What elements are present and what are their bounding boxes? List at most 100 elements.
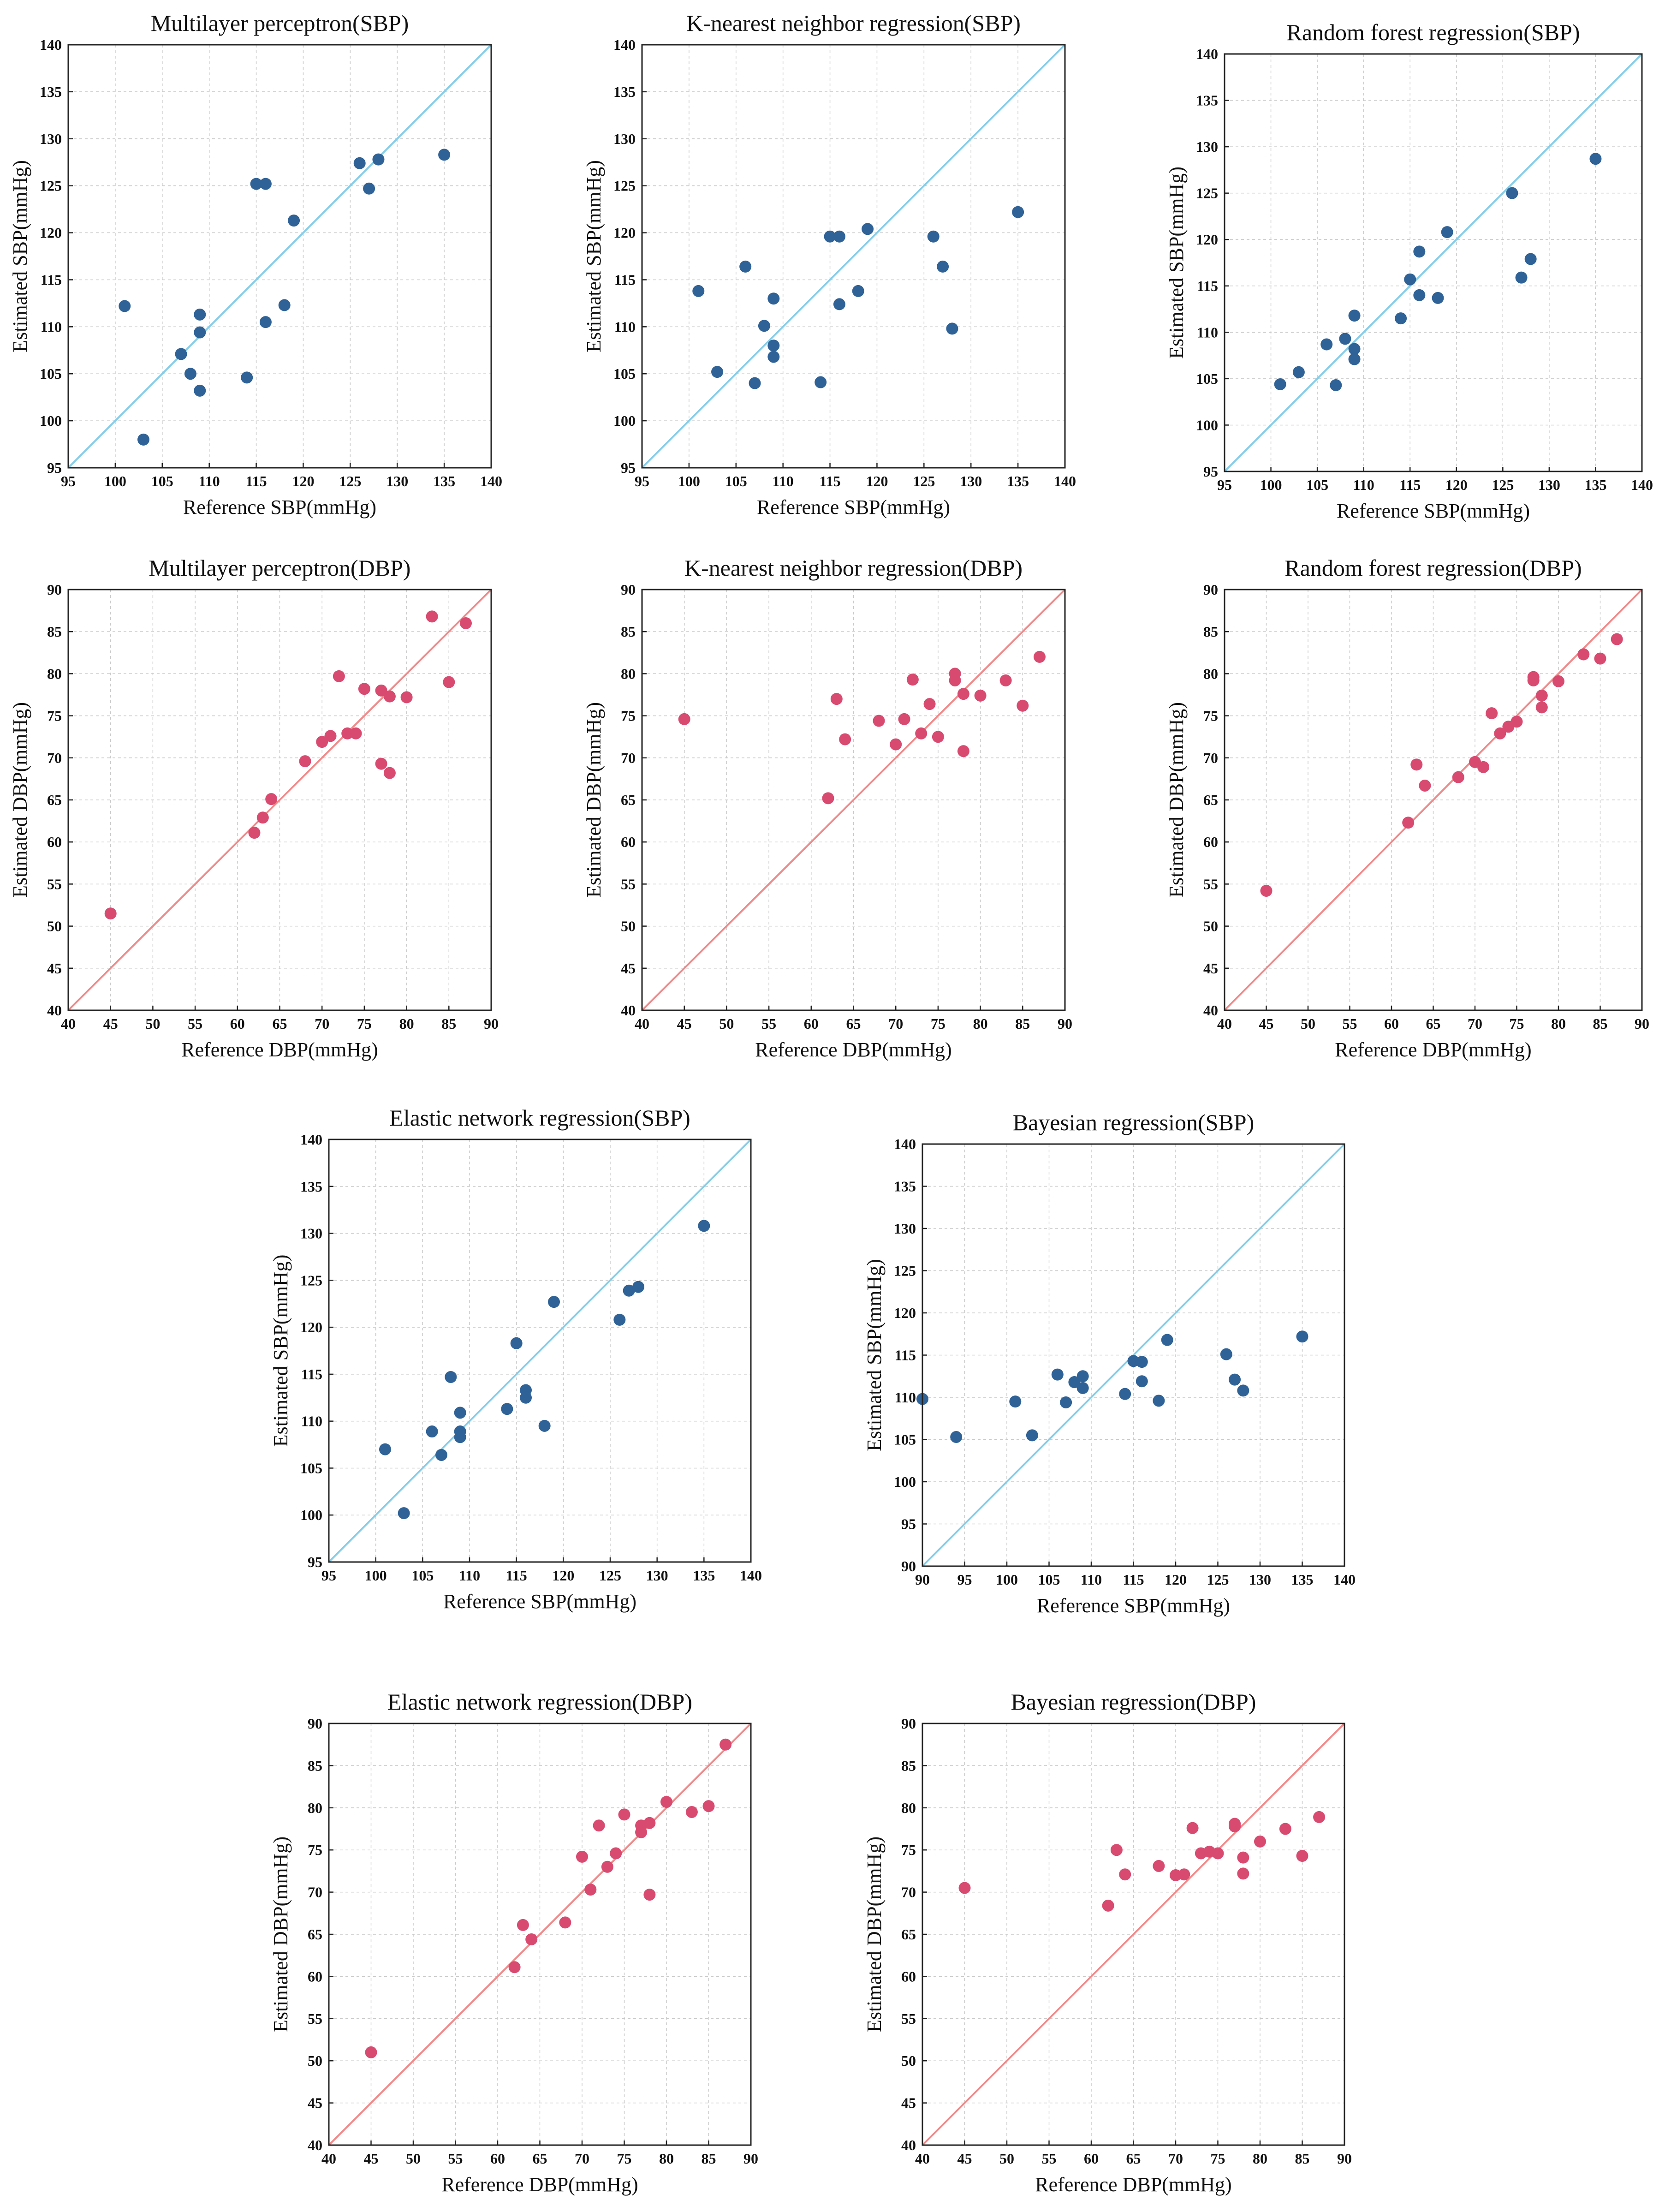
- scatter-point: [1494, 727, 1506, 739]
- chart-title: Random forest regression(SBP): [1286, 19, 1580, 45]
- x-tick-label: 70: [1468, 1015, 1482, 1032]
- scatter-point: [1119, 1868, 1131, 1881]
- scatter-point: [1348, 343, 1361, 355]
- y-tick-label: 75: [47, 708, 62, 724]
- scatter-point: [1136, 1356, 1148, 1368]
- scatter-point: [1076, 1382, 1089, 1394]
- y-tick-label: 50: [901, 2052, 916, 2069]
- scatter-points: [1260, 633, 1623, 897]
- scatter-point: [438, 149, 451, 161]
- scatter-points: [104, 610, 472, 920]
- x-tick-label: 100: [1260, 477, 1282, 493]
- x-tick-label: 60: [230, 1015, 245, 1032]
- y-tick-label: 60: [901, 1968, 916, 1985]
- scatter-point: [1506, 187, 1518, 199]
- y-tick-label: 45: [901, 2095, 916, 2111]
- x-tick-label: 80: [973, 1015, 988, 1032]
- scatter-point: [613, 1313, 626, 1326]
- scatter-point: [379, 1443, 391, 1455]
- y-tick-label: 120: [300, 1319, 322, 1336]
- x-tick-label: 70: [1168, 2150, 1183, 2167]
- tick-labels: 95 100 105 110 115 120 125 130 135 140 95 100 105 110…: [1196, 46, 1653, 493]
- y-tick-label: 105: [40, 365, 62, 382]
- scatter-point: [923, 698, 936, 710]
- scatter-point: [1260, 884, 1273, 897]
- scatter-point: [720, 1738, 732, 1751]
- x-tick-label: 50: [719, 1015, 734, 1032]
- x-tick-label: 100: [365, 1567, 387, 1584]
- scatter-point: [559, 1916, 571, 1929]
- scatter-points: [379, 1220, 710, 1520]
- x-tick-label: 140: [1631, 477, 1653, 493]
- scatter-point: [341, 727, 354, 739]
- scatter-point: [1068, 1376, 1081, 1389]
- scatter-point: [632, 1281, 644, 1293]
- y-tick-label: 70: [47, 750, 62, 766]
- y-tick-label: 45: [1203, 960, 1218, 977]
- x-tick-label: 95: [321, 1567, 336, 1584]
- y-tick-label: 80: [47, 665, 62, 682]
- y-tick-label: 130: [40, 131, 62, 147]
- x-tick-label: 120: [1165, 1571, 1187, 1588]
- x-tick-label: 135: [1291, 1571, 1314, 1588]
- scatter-point: [767, 351, 780, 363]
- x-tick-label: 85: [702, 2150, 716, 2167]
- chart-mlp-sbp: 95 100 105 110 115 120 125 130 135 140 95 100 105 110…: [9, 10, 502, 519]
- x-tick-label: 75: [357, 1015, 372, 1032]
- chart-title: K-nearest neighbor regression(SBP): [686, 10, 1021, 36]
- scatter-point: [250, 178, 262, 190]
- scatter-point: [372, 153, 385, 166]
- scatter-point: [1410, 758, 1423, 771]
- scatter-point: [1102, 1899, 1114, 1912]
- x-tick-label: 45: [103, 1015, 118, 1032]
- y-axis-label: Estimated SBP(mmHg): [9, 160, 31, 352]
- scatter-point: [1153, 1860, 1165, 1872]
- scatter-point: [288, 215, 300, 227]
- y-tick-label: 95: [308, 1554, 322, 1570]
- scatter-point: [194, 384, 206, 397]
- scatter-point: [890, 738, 902, 751]
- x-tick-label: 95: [1217, 477, 1232, 493]
- scatter-point: [1413, 245, 1426, 258]
- y-tick-label: 95: [47, 459, 62, 476]
- y-tick-label: 85: [47, 623, 62, 640]
- y-tick-label: 75: [901, 1842, 916, 1858]
- y-tick-label: 140: [300, 1131, 322, 1148]
- plot-frame: [922, 1143, 1345, 1567]
- scatter-point: [957, 745, 969, 757]
- scatter-point: [702, 1800, 715, 1813]
- scatter-point: [265, 793, 278, 805]
- scatter-point: [1296, 1330, 1308, 1343]
- scatter-point: [950, 1431, 963, 1443]
- x-tick-label: 75: [1510, 1015, 1524, 1032]
- x-tick-label: 75: [931, 1015, 945, 1032]
- scatter-point: [445, 1371, 457, 1383]
- y-tick-label: 75: [621, 708, 636, 724]
- scatter-point: [520, 1391, 532, 1404]
- scatter-point: [333, 670, 345, 682]
- scatter-point: [501, 1403, 513, 1415]
- scatter-point: [1527, 674, 1540, 686]
- y-tick-label: 135: [1196, 92, 1218, 109]
- identity-reference-line: [1225, 54, 1642, 471]
- scatter-point: [1076, 1370, 1089, 1383]
- x-tick-label: 45: [1259, 1015, 1274, 1032]
- x-axis-label: Reference SBP(mmHg): [1337, 500, 1530, 522]
- x-tick-label: 40: [915, 2150, 930, 2167]
- scatter-point: [1535, 689, 1548, 702]
- x-tick-label: 90: [1635, 1015, 1649, 1032]
- x-tick-label: 110: [1081, 1571, 1102, 1588]
- x-tick-label: 130: [1249, 1571, 1271, 1588]
- scatter-point: [184, 368, 196, 380]
- y-tick-label: 90: [308, 1715, 322, 1732]
- x-tick-label: 115: [819, 473, 840, 489]
- y-tick-label: 110: [614, 318, 636, 335]
- scatter-point: [957, 688, 969, 700]
- scatter-point: [259, 178, 272, 190]
- x-tick-label: 110: [773, 473, 794, 489]
- x-tick-label: 115: [1399, 477, 1421, 493]
- y-tick-label: 125: [894, 1263, 916, 1279]
- x-tick-label: 130: [960, 473, 982, 489]
- y-tick-label: 140: [40, 36, 62, 53]
- scatter-point: [906, 674, 919, 686]
